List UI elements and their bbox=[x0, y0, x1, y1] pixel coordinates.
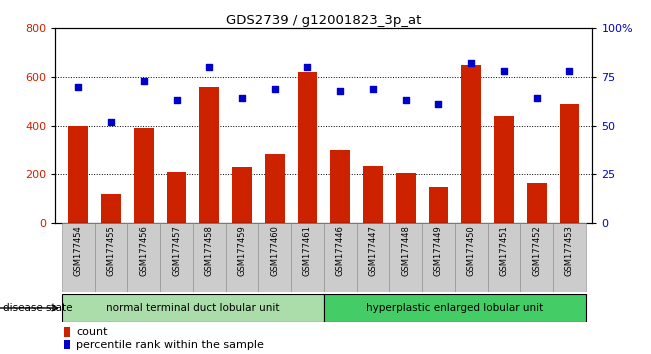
Point bbox=[302, 64, 312, 70]
Point bbox=[335, 88, 346, 93]
Text: GSM177461: GSM177461 bbox=[303, 225, 312, 276]
Bar bbox=[455, 223, 488, 292]
Bar bbox=[428, 187, 449, 223]
Text: normal terminal duct lobular unit: normal terminal duct lobular unit bbox=[106, 303, 280, 313]
Title: GDS2739 / g12001823_3p_at: GDS2739 / g12001823_3p_at bbox=[226, 14, 422, 27]
Bar bbox=[331, 150, 350, 223]
Point bbox=[204, 64, 214, 70]
Point bbox=[434, 101, 444, 107]
Bar bbox=[134, 128, 154, 223]
Text: GSM177449: GSM177449 bbox=[434, 225, 443, 276]
Bar bbox=[298, 72, 317, 223]
Bar bbox=[396, 173, 415, 223]
Bar bbox=[462, 65, 481, 223]
Text: GSM177452: GSM177452 bbox=[533, 225, 541, 276]
Text: GSM177450: GSM177450 bbox=[467, 225, 476, 276]
Text: count: count bbox=[76, 327, 107, 337]
Text: hyperplastic enlarged lobular unit: hyperplastic enlarged lobular unit bbox=[367, 303, 544, 313]
Bar bbox=[527, 183, 547, 223]
Bar bbox=[265, 154, 284, 223]
Bar bbox=[357, 223, 389, 292]
Text: percentile rank within the sample: percentile rank within the sample bbox=[76, 339, 264, 349]
Point bbox=[139, 78, 149, 84]
Point bbox=[564, 68, 575, 74]
Text: GSM177451: GSM177451 bbox=[499, 225, 508, 276]
Text: GSM177454: GSM177454 bbox=[74, 225, 83, 276]
Bar bbox=[160, 223, 193, 292]
Bar bbox=[167, 172, 186, 223]
Bar bbox=[324, 223, 357, 292]
Bar bbox=[324, 294, 586, 322]
Bar bbox=[68, 126, 88, 223]
Bar bbox=[62, 294, 324, 322]
Bar bbox=[128, 223, 160, 292]
Bar bbox=[232, 167, 252, 223]
Text: GSM177457: GSM177457 bbox=[172, 225, 181, 276]
Text: GSM177460: GSM177460 bbox=[270, 225, 279, 276]
Bar bbox=[553, 223, 586, 292]
Text: GSM177453: GSM177453 bbox=[565, 225, 574, 276]
Bar bbox=[291, 223, 324, 292]
Bar bbox=[258, 223, 291, 292]
Text: GSM177448: GSM177448 bbox=[401, 225, 410, 276]
Bar bbox=[101, 194, 121, 223]
Bar bbox=[488, 223, 520, 292]
Point bbox=[499, 68, 509, 74]
Bar bbox=[199, 87, 219, 223]
Point bbox=[171, 97, 182, 103]
Bar bbox=[64, 327, 70, 337]
Text: GSM177458: GSM177458 bbox=[205, 225, 214, 276]
Bar bbox=[193, 223, 226, 292]
Point bbox=[531, 96, 542, 101]
Text: GSM177447: GSM177447 bbox=[368, 225, 378, 276]
Point bbox=[270, 86, 280, 92]
Point bbox=[368, 86, 378, 92]
Text: GSM177446: GSM177446 bbox=[336, 225, 345, 276]
Text: GSM177456: GSM177456 bbox=[139, 225, 148, 276]
Bar bbox=[64, 340, 70, 349]
Text: disease state: disease state bbox=[3, 303, 73, 313]
Bar bbox=[363, 166, 383, 223]
Bar bbox=[560, 104, 579, 223]
Bar bbox=[94, 223, 128, 292]
Point bbox=[73, 84, 83, 90]
Bar bbox=[226, 223, 258, 292]
Bar bbox=[422, 223, 455, 292]
Point bbox=[466, 61, 477, 66]
Point bbox=[400, 97, 411, 103]
Bar bbox=[494, 116, 514, 223]
Bar bbox=[389, 223, 422, 292]
Text: GSM177455: GSM177455 bbox=[107, 225, 115, 276]
Point bbox=[237, 96, 247, 101]
Text: GSM177459: GSM177459 bbox=[238, 225, 247, 276]
Bar bbox=[62, 223, 94, 292]
Bar bbox=[520, 223, 553, 292]
Point bbox=[106, 119, 117, 125]
